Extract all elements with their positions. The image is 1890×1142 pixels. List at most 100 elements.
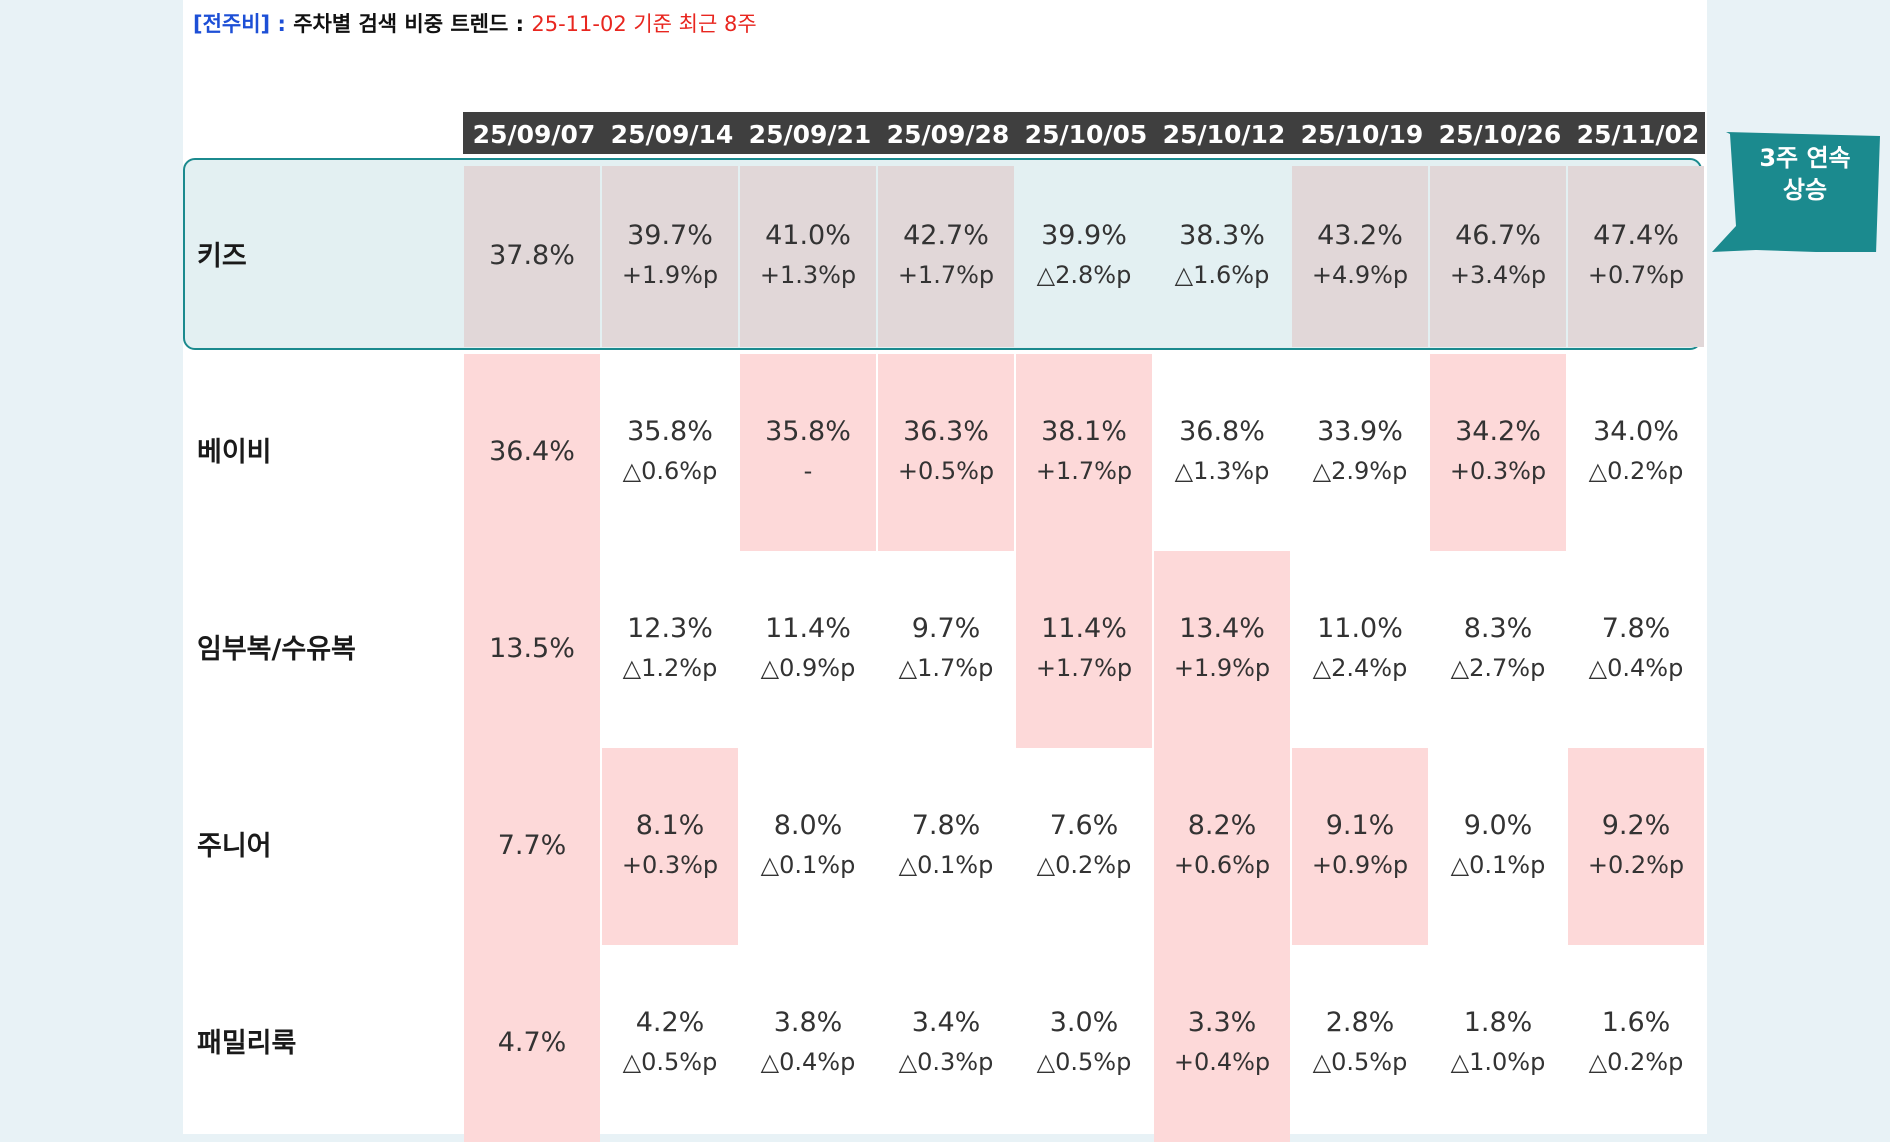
table-cell: 13.4% +1.9%p — [1154, 551, 1290, 748]
share-value: 3.4% — [911, 1007, 981, 1038]
share-value: 3.3% — [1187, 1007, 1257, 1038]
share-value: 7.8% — [1601, 613, 1671, 644]
table-cell: 7.7% — [464, 748, 600, 945]
share-value: 7.7% — [497, 830, 567, 861]
table-cell: 3.0% △0.5%p — [1016, 945, 1152, 1142]
table-row: 베이비 36.4% 35.8% △0.6%p 35.8% - 36.3% +0.5%p 38.1… — [183, 354, 1707, 551]
column-header: 25/09/21 — [748, 120, 872, 149]
table-cell: 3.3% +0.4%p — [1154, 945, 1290, 1142]
table-cell: 12.3% △1.2%p — [602, 551, 738, 748]
table-cell: 34.2% +0.3%p — [1430, 354, 1566, 551]
change-value: +1.9%p — [1173, 654, 1271, 682]
change-value: △0.2%p — [1588, 1048, 1684, 1076]
change-value: +3.4%p — [1449, 261, 1547, 289]
title-separator: : — [270, 12, 294, 36]
change-value: △1.0%p — [1450, 1048, 1546, 1076]
table-cell: 4.2% △0.5%p — [602, 945, 738, 1142]
change-value: △2.8%p — [1036, 261, 1132, 289]
share-value: 9.1% — [1325, 810, 1395, 841]
table-cell: 1.6% △0.2%p — [1568, 945, 1704, 1142]
table-cell: 11.0% △2.4%p — [1292, 551, 1428, 748]
change-value: △0.2%p — [1036, 851, 1132, 879]
change-value: △0.1%p — [760, 851, 856, 879]
change-value: +1.7%p — [1035, 457, 1133, 485]
share-value: 47.4% — [1593, 220, 1679, 251]
table-cell: 8.1% +0.3%p — [602, 748, 738, 945]
change-value: +0.7%p — [1587, 261, 1685, 289]
share-value: 8.3% — [1463, 613, 1533, 644]
title-bracket: [전주비] — [193, 12, 271, 36]
share-value: 4.7% — [497, 1027, 567, 1058]
table-cell: 11.4% +1.7%p — [1016, 551, 1152, 748]
share-value: 35.8% — [627, 416, 713, 447]
share-value: 35.8% — [765, 416, 851, 447]
change-value: △0.1%p — [1450, 851, 1546, 879]
row-label: 임부복/수유복 — [197, 634, 356, 665]
title-date-note: 25-11-02 기준 최근 8주 — [531, 12, 757, 36]
change-value: △0.5%p — [1036, 1048, 1132, 1076]
change-value: △0.4%p — [760, 1048, 856, 1076]
share-value: 7.6% — [1049, 810, 1119, 841]
share-value: 13.5% — [489, 633, 575, 664]
change-value: △2.9%p — [1312, 457, 1408, 485]
table-cell: 7.8% △0.4%p — [1568, 551, 1704, 748]
share-value: 38.1% — [1041, 416, 1127, 447]
column-header: 25/09/28 — [886, 120, 1010, 149]
share-value: 39.9% — [1041, 220, 1127, 251]
share-value: 4.2% — [635, 1007, 705, 1038]
share-value: 11.4% — [1041, 613, 1127, 644]
report-title: [전주비] : 주차별 검색 비중 트렌드 : 25-11-02 기준 최근 8… — [193, 8, 757, 38]
table-row: 주니어 7.7% 8.1% +0.3%p 8.0% △0.1%p 7.8% △0.1%p 7.6… — [183, 748, 1707, 945]
share-value: 9.7% — [911, 613, 981, 644]
share-value: 38.3% — [1179, 220, 1265, 251]
share-value: 34.2% — [1455, 416, 1541, 447]
callout-line-2: 상승 — [1782, 176, 1828, 204]
column-header: 25/10/19 — [1300, 120, 1424, 149]
share-value: 7.8% — [911, 810, 981, 841]
row-label: 패밀리룩 — [197, 1028, 297, 1059]
share-value: 8.2% — [1187, 810, 1257, 841]
share-value: 11.0% — [1317, 613, 1403, 644]
table-cell: 4.7% — [464, 945, 600, 1142]
table-cell: 8.3% △2.7%p — [1430, 551, 1566, 748]
change-value: △1.3%p — [1174, 457, 1270, 485]
change-value: +0.2%p — [1587, 851, 1685, 879]
share-value: 13.4% — [1179, 613, 1265, 644]
table-cell: 47.4% +0.7%p — [1568, 166, 1704, 347]
change-value: - — [803, 457, 813, 485]
row-label: 베이비 — [197, 437, 272, 468]
table-cell: 9.0% △0.1%p — [1430, 748, 1566, 945]
table-cell: 33.9% △2.9%p — [1292, 354, 1428, 551]
change-value: +0.9%p — [1311, 851, 1409, 879]
change-value: △0.5%p — [1312, 1048, 1408, 1076]
table-cell: 2.8% △0.5%p — [1292, 945, 1428, 1142]
share-value: 9.0% — [1463, 810, 1533, 841]
table-cell: 3.8% △0.4%p — [740, 945, 876, 1142]
column-header: 25/10/26 — [1438, 120, 1562, 149]
table-cell: 34.0% △0.2%p — [1568, 354, 1704, 551]
change-value: △2.4%p — [1312, 654, 1408, 682]
column-header: 25/09/14 — [610, 120, 734, 149]
change-value: +4.9%p — [1311, 261, 1409, 289]
title-separator-2: : — [508, 12, 532, 36]
table-cell: 7.8% △0.1%p — [878, 748, 1014, 945]
change-value: +0.4%p — [1173, 1048, 1271, 1076]
table-cell: 38.1% +1.7%p — [1016, 354, 1152, 551]
change-value: +0.6%p — [1173, 851, 1271, 879]
share-value: 37.8% — [489, 240, 575, 271]
change-value: △2.7%p — [1450, 654, 1546, 682]
callout-text: 3주 연속 상승 — [1730, 142, 1880, 206]
change-value: △1.6%p — [1174, 261, 1270, 289]
table-cell: 9.7% △1.7%p — [878, 551, 1014, 748]
share-value: 39.7% — [627, 220, 713, 251]
change-value: △0.9%p — [760, 654, 856, 682]
share-value: 12.3% — [627, 613, 713, 644]
column-header: 25/10/12 — [1162, 120, 1286, 149]
change-value: +0.5%p — [897, 457, 995, 485]
table-cell: 36.8% △1.3%p — [1154, 354, 1290, 551]
share-value: 1.6% — [1601, 1007, 1671, 1038]
share-value: 9.2% — [1601, 810, 1671, 841]
column-header: 25/11/02 — [1576, 120, 1700, 149]
share-value: 46.7% — [1455, 220, 1541, 251]
share-value: 42.7% — [903, 220, 989, 251]
